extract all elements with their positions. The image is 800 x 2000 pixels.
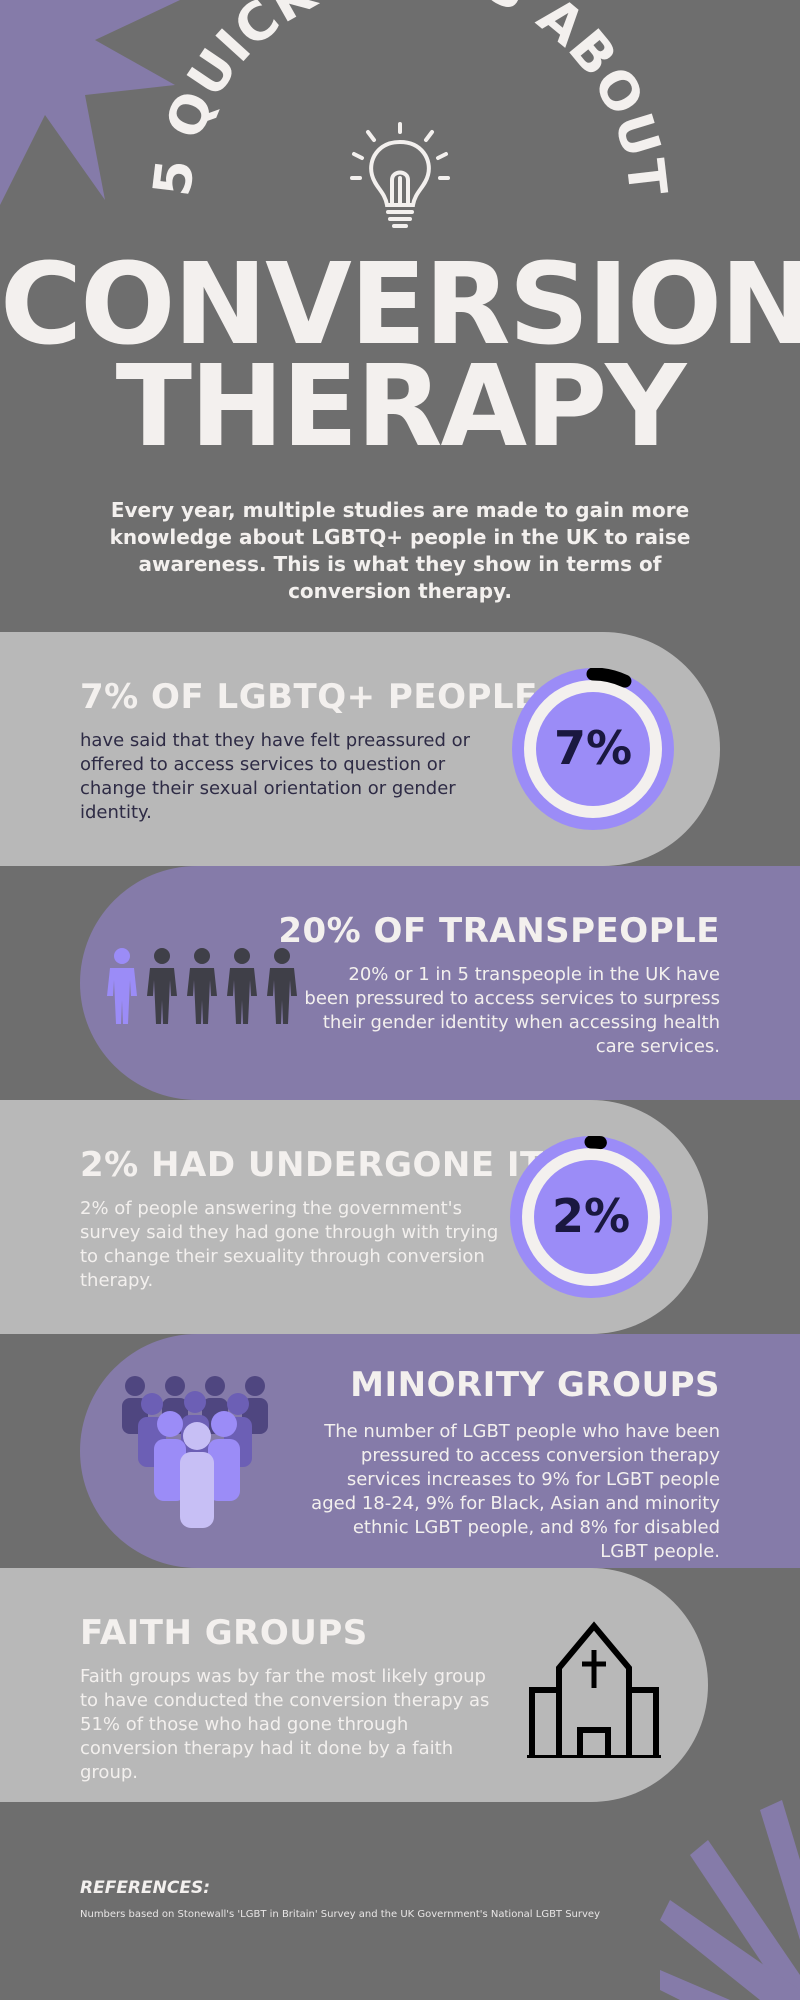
person-icon [187, 948, 217, 1024]
fact-panel-faith: FAITH GROUPS Faith groups was by far the… [0, 1568, 708, 1802]
fact-panel-undergone: 2% HAD UNDERGONE IT 2% of people answeri… [0, 1100, 708, 1334]
fact-text: have said that they have felt preassured… [80, 730, 471, 823]
fact-text: Faith groups was by far the most likely … [80, 1666, 490, 1783]
person-icon [147, 948, 177, 1024]
fact-text: 2% of people answering the government's … [80, 1198, 499, 1291]
title-line-1: CONVERSION [0, 240, 800, 370]
person-icon [267, 948, 297, 1024]
fact-text: The number of LGBT people who have been … [311, 1421, 720, 1562]
ring-label: 2% [552, 1189, 630, 1243]
lightbulb-icon [350, 122, 450, 228]
subtitle-arc: 5 QUICK FACTS ABOUT [143, 0, 677, 199]
references-text: Numbers based on Stonewall's 'LGBT in Br… [80, 1909, 600, 1920]
fact-heading: 2% HAD UNDERGONE IT [80, 1145, 544, 1185]
fact-heading: 7% OF LGBTQ+ PEOPLE [80, 677, 538, 717]
title-line-2: THERAPY [115, 342, 687, 472]
church-icon [527, 1621, 661, 1758]
fact-heading: 20% OF TRANSPEOPLE [278, 911, 720, 951]
references-title: REFERENCES: [80, 1878, 210, 1898]
person-icon [227, 948, 257, 1024]
percent-ring-2: 2% [510, 1136, 672, 1298]
people-icons [107, 948, 297, 1024]
rays-decoration [660, 1800, 800, 2000]
ring-label: 7% [554, 721, 632, 775]
fact-panel-lgbtq: 7% OF LGBTQ+ PEOPLE have said that they … [0, 632, 720, 866]
fact-panel-transpeople: 20% OF TRANSPEOPLE 20% or 1 in 5 transpe… [80, 866, 800, 1100]
progress-arc [512, 668, 674, 830]
fact-text: 20% or 1 in 5 transpeople in the UK have… [304, 964, 720, 1057]
percent-ring-7: 7% [512, 668, 674, 830]
fact-panel-minority: MINORITY GROUPS The number of LGBT peopl… [80, 1334, 800, 1568]
fact-heading: MINORITY GROUPS [350, 1365, 720, 1405]
starburst-decoration [0, 0, 180, 205]
fact-heading: FAITH GROUPS [80, 1613, 368, 1653]
progress-arc [510, 1136, 672, 1298]
person-icon-highlighted [107, 948, 137, 1024]
intro-paragraph: Every year, multiple studies are made to… [109, 498, 691, 603]
crowd-icon [122, 1376, 268, 1528]
